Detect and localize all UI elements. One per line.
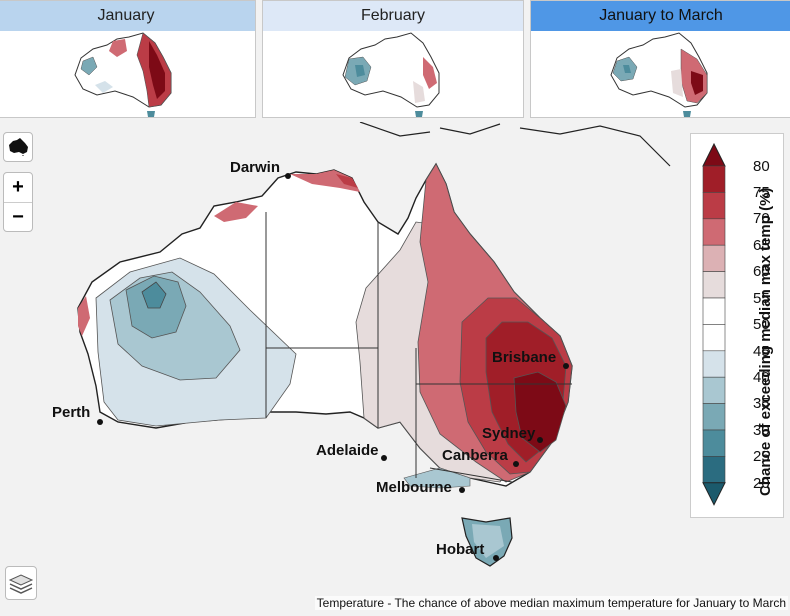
legend-swatch bbox=[702, 165, 726, 193]
legend-swatch bbox=[702, 376, 726, 404]
legend-swatch bbox=[702, 244, 726, 272]
australia-icon bbox=[9, 138, 28, 156]
city-label-perth: Perth bbox=[52, 404, 90, 421]
city-label-sydney: Sydney bbox=[482, 425, 536, 442]
legend-color-bar bbox=[702, 142, 726, 506]
legend-tick: 60 bbox=[753, 263, 770, 280]
city-label-canberra: Canberra bbox=[442, 447, 509, 464]
layers-button[interactable] bbox=[5, 566, 37, 600]
legend-tick: 75 bbox=[753, 184, 770, 201]
zoom-controls: + − bbox=[3, 172, 33, 232]
city-label-hobart: Hobart bbox=[436, 541, 484, 558]
legend-swatch bbox=[702, 218, 726, 246]
tab-january-to-march-label: January to March bbox=[531, 1, 790, 31]
legend-tick: 30 bbox=[753, 422, 770, 439]
australia-forecast-map[interactable]: Darwin Perth Adelaide Melbourne Hobart B… bbox=[0, 122, 790, 616]
legend-tick: 25 bbox=[753, 448, 770, 465]
city-label-melbourne: Melbourne bbox=[376, 479, 452, 496]
legend-tick: 50 bbox=[753, 316, 770, 333]
legend-tick: 45 bbox=[753, 343, 770, 360]
map-caption: Temperature - The chance of above median… bbox=[314, 596, 788, 610]
legend-swatch bbox=[702, 192, 726, 220]
tab-january-label: January bbox=[0, 1, 255, 31]
zoom-in-button[interactable]: + bbox=[4, 173, 32, 203]
tab-february[interactable]: February bbox=[262, 0, 524, 118]
tab-january-to-march[interactable]: January to March bbox=[530, 0, 790, 118]
legend-tick: 55 bbox=[753, 290, 770, 307]
legend-arrow-top bbox=[702, 142, 726, 167]
legend: 80 75 70 65 60 55 50 45 40 35 30 25 20 C… bbox=[690, 133, 784, 518]
legend-arrow-bottom bbox=[702, 482, 726, 506]
legend-tick: 40 bbox=[753, 369, 770, 386]
city-label-adelaide: Adelaide bbox=[316, 442, 379, 459]
february-thumbnail-map bbox=[342, 32, 440, 117]
legend-swatch bbox=[702, 456, 726, 484]
legend-swatch bbox=[702, 271, 726, 299]
legend-swatch bbox=[702, 429, 726, 457]
january-thumbnail-map bbox=[74, 32, 172, 117]
layers-icon bbox=[8, 574, 34, 594]
city-label-brisbane: Brisbane bbox=[492, 349, 556, 366]
legend-tick: 35 bbox=[753, 395, 770, 412]
legend-swatch bbox=[702, 297, 726, 325]
legend-tick: 80 bbox=[753, 158, 770, 175]
legend-title: Chance of exceeding median max temp (%) bbox=[757, 187, 774, 496]
city-label-darwin: Darwin bbox=[230, 159, 280, 176]
legend-tick: 20 bbox=[753, 475, 770, 492]
legend-swatch bbox=[702, 403, 726, 431]
legend-tick: 70 bbox=[753, 210, 770, 227]
zoom-out-button[interactable]: − bbox=[12, 206, 24, 228]
tab-february-label: February bbox=[263, 1, 523, 31]
legend-swatch bbox=[702, 350, 726, 378]
legend-swatch bbox=[702, 324, 726, 352]
reset-view-australia-button[interactable] bbox=[3, 132, 33, 162]
tab-january[interactable]: January bbox=[0, 0, 256, 118]
legend-tick: 65 bbox=[753, 237, 770, 254]
january-to-march-thumbnail-map bbox=[610, 32, 708, 117]
